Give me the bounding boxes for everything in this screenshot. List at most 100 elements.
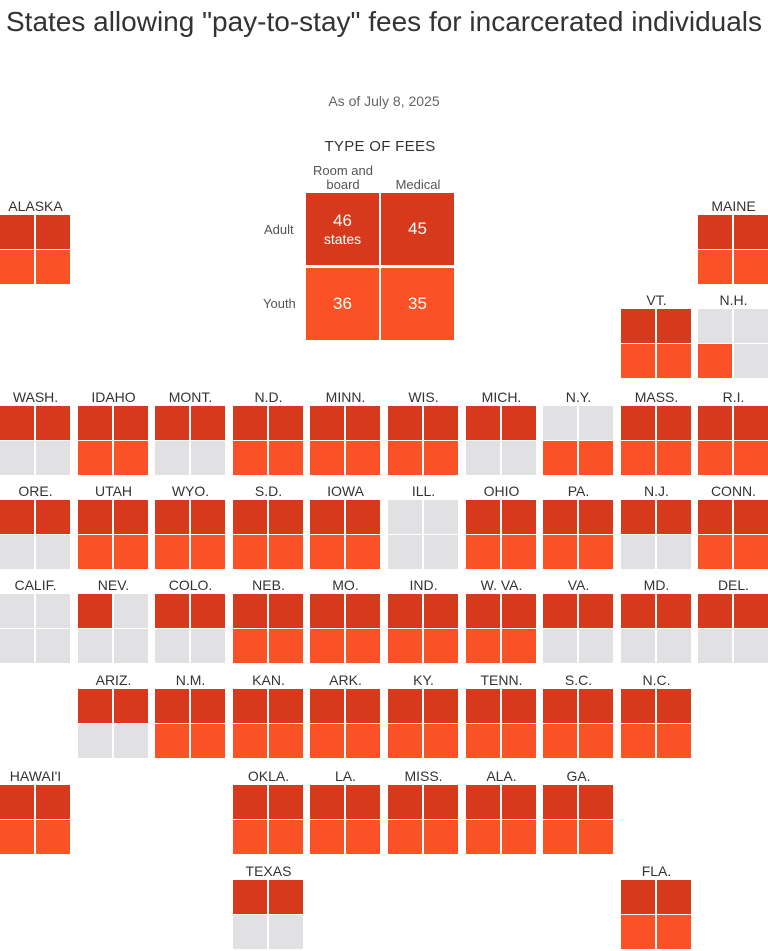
- fee-cell-youth-medical: [114, 724, 148, 758]
- fee-cell-adult-room-and-board: [621, 406, 655, 440]
- state-label: NEV.: [97, 577, 130, 593]
- fee-cell-youth-room-and-board: [233, 535, 267, 569]
- fee-cell-adult-medical: [734, 500, 768, 534]
- state-tile-miss: MISS.: [388, 768, 459, 854]
- fee-cell-adult-medical: [424, 594, 458, 628]
- legend-row-adult: Adult: [264, 222, 294, 237]
- fee-cell-youth-medical: [657, 535, 691, 569]
- fee-cell-youth-medical: [36, 535, 70, 569]
- fee-cell-youth-room-and-board: [543, 820, 577, 854]
- legend-column-room-and-board: Room and board: [313, 163, 373, 192]
- fee-cell-youth-room-and-board: [0, 250, 34, 284]
- fee-cell-adult-room-and-board: [0, 500, 34, 534]
- fee-cell-youth-room-and-board: [310, 535, 344, 569]
- fee-cell-adult-room-and-board: [233, 785, 267, 819]
- fee-cell-adult-room-and-board: [0, 406, 34, 440]
- fee-cell-adult-room-and-board: [698, 406, 732, 440]
- state-tile-neb: NEB.: [233, 577, 304, 663]
- fee-cell-youth-room-and-board: [621, 441, 655, 475]
- fee-cell-adult-medical: [114, 689, 148, 723]
- state-tile-minn: MINN.: [310, 389, 381, 475]
- legend-grid: 46 states 45 36 35: [306, 193, 456, 341]
- state-label: PA.: [567, 483, 590, 499]
- fee-cell-youth-room-and-board: [155, 535, 189, 569]
- state-label: DEL.: [717, 577, 750, 593]
- fee-cell-youth-medical: [734, 250, 768, 284]
- state-label: CALIF.: [14, 577, 57, 593]
- fee-cell-adult-medical: [579, 406, 613, 440]
- fee-cell-youth-medical: [114, 535, 148, 569]
- fee-cell-youth-medical: [657, 441, 691, 475]
- state-label: WIS.: [408, 389, 439, 405]
- state-tile-iowa: IOWA: [310, 483, 381, 569]
- fee-cell-youth-medical: [191, 724, 225, 758]
- fee-cell-youth-room-and-board: [466, 820, 500, 854]
- fee-cell-adult-room-and-board: [543, 500, 577, 534]
- fee-cell-youth-room-and-board: [155, 441, 189, 475]
- fee-cell-adult-medical: [657, 500, 691, 534]
- fee-cell-adult-room-and-board: [310, 500, 344, 534]
- state-label: MISS.: [404, 768, 443, 784]
- fee-cell-youth-medical: [191, 629, 225, 663]
- fee-cell-youth-room-and-board: [233, 724, 267, 758]
- fee-cell-adult-medical: [502, 689, 536, 723]
- state-label: MAINE: [711, 198, 756, 214]
- fee-cell-adult-medical: [269, 500, 303, 534]
- fee-cell-adult-room-and-board: [78, 689, 112, 723]
- state-tile-n-m: N.M.: [155, 672, 226, 758]
- state-tile-w-va: W. VA.: [466, 577, 537, 663]
- fee-cell-youth-medical: [114, 441, 148, 475]
- state-label: COLO.: [168, 577, 213, 593]
- state-tile-alaska: ALASKA: [0, 198, 71, 284]
- fee-cell-adult-medical: [36, 594, 70, 628]
- fee-cell-adult-room-and-board: [698, 594, 732, 628]
- state-label: TENN.: [480, 672, 523, 688]
- fee-cell-adult-medical: [734, 594, 768, 628]
- fee-cell-adult-medical: [579, 785, 613, 819]
- fee-cell-youth-room-and-board: [233, 915, 267, 949]
- state-tile-kan: KAN.: [233, 672, 304, 758]
- fee-cell-adult-room-and-board: [0, 785, 34, 819]
- fee-cell-youth-medical: [36, 629, 70, 663]
- state-tile-ala: ALA.: [466, 768, 537, 854]
- state-tile-n-c: N.C.: [621, 672, 692, 758]
- fee-cell-youth-medical: [579, 441, 613, 475]
- fee-cell-youth-room-and-board: [698, 250, 732, 284]
- fee-cell-adult-medical: [191, 406, 225, 440]
- legend-column-medical: Medical: [395, 177, 441, 192]
- state-label: N.D.: [254, 389, 283, 405]
- fee-cell-youth-room-and-board: [543, 724, 577, 758]
- state-tile-wyo: WYO.: [155, 483, 226, 569]
- state-tile-ky: KY.: [388, 672, 459, 758]
- fee-cell-youth-room-and-board: [698, 629, 732, 663]
- state-tile-maine: MAINE: [698, 198, 768, 284]
- state-tile-del: DEL.: [698, 577, 768, 663]
- fee-cell-adult-medical: [424, 785, 458, 819]
- state-label: MD.: [643, 577, 670, 593]
- fee-cell-adult-room-and-board: [78, 594, 112, 628]
- fee-cell-adult-medical: [36, 215, 70, 249]
- fee-cell-youth-medical: [346, 629, 380, 663]
- state-tile-ohio: OHIO: [466, 483, 537, 569]
- state-label: ORE.: [18, 483, 53, 499]
- fee-cell-youth-medical: [36, 441, 70, 475]
- fee-cell-youth-medical: [424, 629, 458, 663]
- state-tile-okla: OKLA.: [233, 768, 304, 854]
- legend-value: 35: [408, 294, 427, 313]
- state-tile-s-c: S.C.: [543, 672, 614, 758]
- state-label: S.D.: [254, 483, 283, 499]
- state-label: ILL.: [411, 483, 436, 499]
- state-label: VT.: [646, 292, 667, 308]
- state-label: S.C.: [564, 672, 593, 688]
- state-tile-ga: GA.: [543, 768, 614, 854]
- state-label: MICH.: [481, 389, 522, 405]
- state-tile-idaho: IDAHO: [78, 389, 149, 475]
- fee-cell-youth-room-and-board: [466, 724, 500, 758]
- state-label: VA.: [567, 577, 590, 593]
- fee-cell-youth-medical: [191, 441, 225, 475]
- state-label: KY.: [413, 672, 434, 688]
- fee-cell-youth-room-and-board: [621, 724, 655, 758]
- state-tile-ark: ARK.: [310, 672, 381, 758]
- state-tile-hawai-i: HAWAI'I: [0, 768, 71, 854]
- fee-cell-adult-medical: [502, 594, 536, 628]
